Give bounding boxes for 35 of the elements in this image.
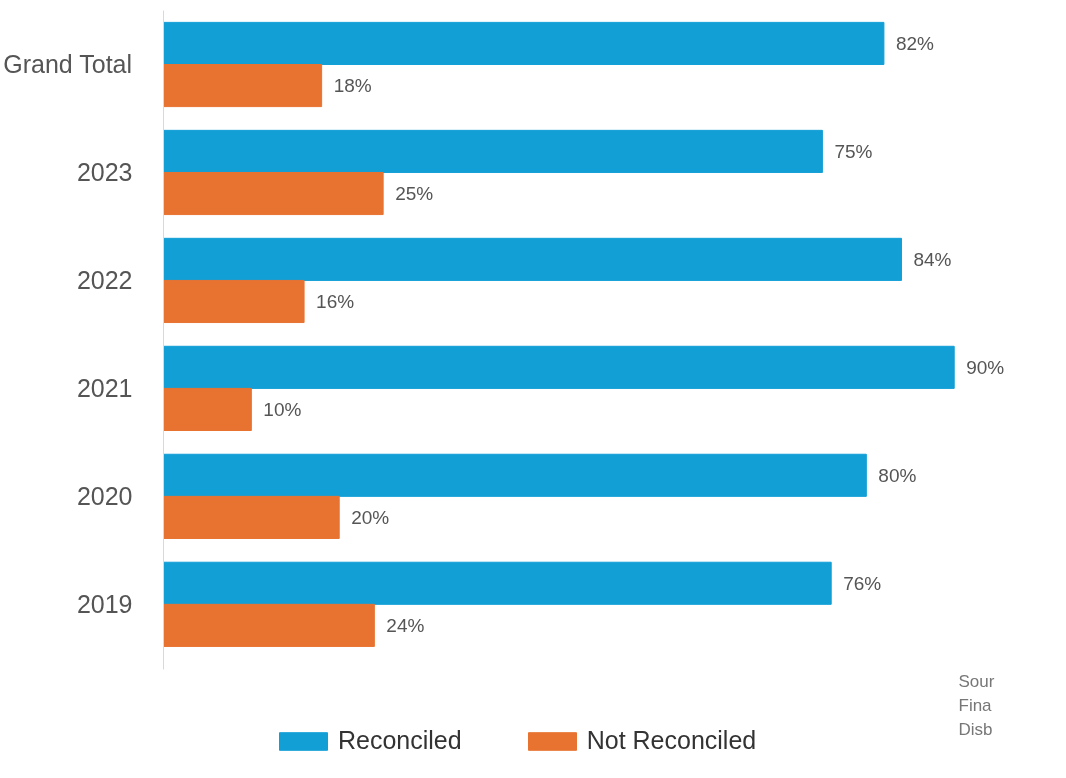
legend-label: Reconciled bbox=[338, 726, 462, 755]
data-label: 20% bbox=[351, 506, 390, 528]
y-tick-label: 2023 bbox=[76, 158, 133, 187]
text: Fina bbox=[958, 696, 993, 716]
bar bbox=[163, 171, 384, 216]
bar bbox=[163, 63, 323, 108]
legend-label: Not Reconciled bbox=[586, 726, 757, 755]
data-label: 25% bbox=[395, 183, 434, 205]
data-label: 24% bbox=[386, 614, 425, 636]
data-label: 75% bbox=[834, 140, 873, 162]
data-label: 16% bbox=[316, 290, 355, 312]
y-tick-label: 2019 bbox=[76, 590, 133, 619]
text: Sour bbox=[958, 672, 995, 692]
y-tick-label: 2020 bbox=[76, 482, 133, 511]
data-label: 84% bbox=[913, 248, 952, 270]
bar bbox=[163, 237, 902, 281]
y-tick-label: Grand Total bbox=[3, 50, 133, 79]
bar bbox=[163, 453, 867, 497]
bar bbox=[163, 279, 305, 324]
data-label: 10% bbox=[263, 398, 302, 420]
bar bbox=[163, 387, 252, 432]
data-label: 80% bbox=[878, 464, 917, 486]
bar bbox=[163, 495, 340, 539]
data-label: 76% bbox=[843, 572, 882, 594]
data-label: 82% bbox=[895, 32, 935, 54]
bar bbox=[163, 129, 823, 173]
y-tick-label: 2022 bbox=[76, 266, 133, 295]
data-label: 90% bbox=[966, 356, 1005, 378]
data-label: 18% bbox=[333, 75, 372, 97]
bar bbox=[163, 345, 955, 389]
bar bbox=[163, 603, 375, 647]
bar bbox=[163, 561, 832, 605]
text: Disb bbox=[958, 720, 993, 740]
y-tick-label: 2021 bbox=[76, 374, 133, 403]
bar bbox=[163, 21, 885, 65]
